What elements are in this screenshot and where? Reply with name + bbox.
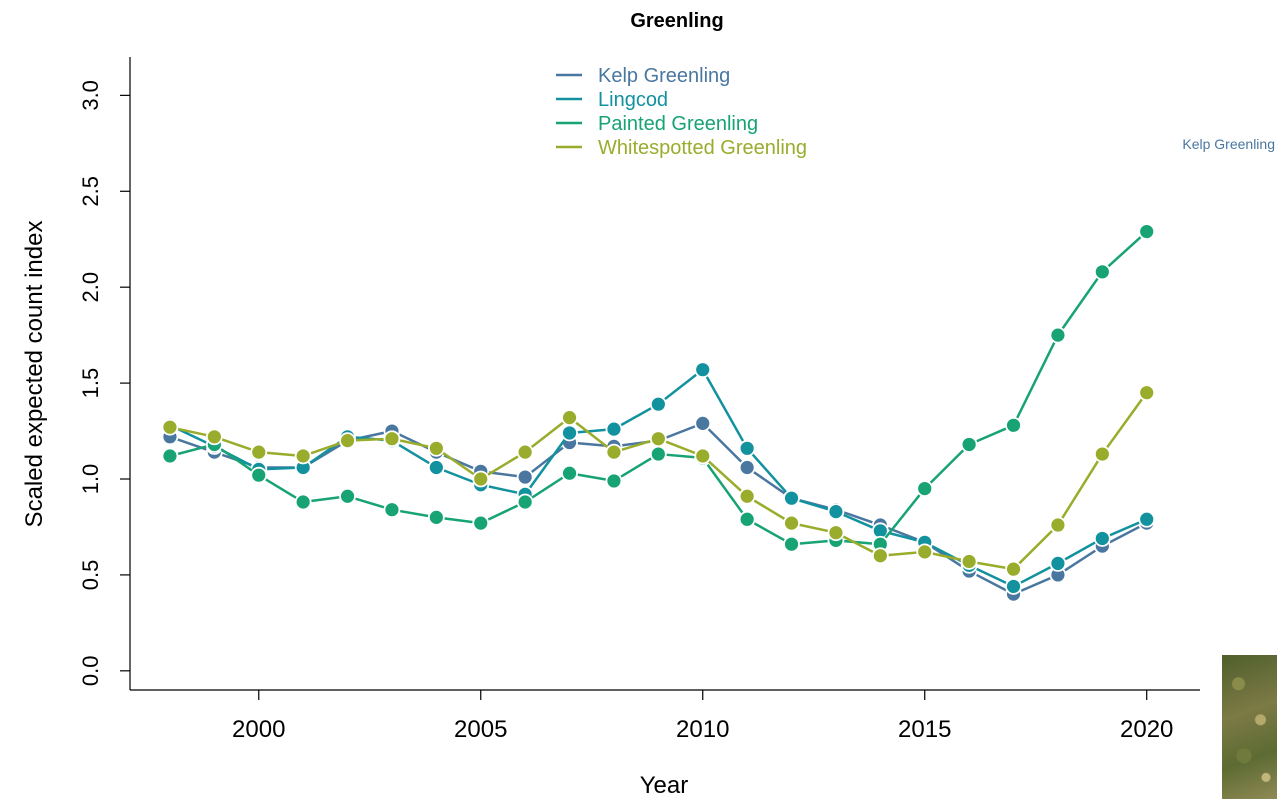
series-whitespotted-greenling-point <box>783 514 800 532</box>
series-lingcod-point <box>827 503 845 521</box>
series-whitespotted-greenling-point <box>605 443 623 461</box>
series-whitespotted-greenling-point <box>161 418 179 436</box>
series-kelp-greenling-point <box>738 459 756 476</box>
series-lingcod-point <box>738 439 756 457</box>
series-whitespotted-greenling-point <box>472 470 490 488</box>
chart-title: Greenling <box>630 10 723 32</box>
legend-lingcod-label: Lingcod <box>598 89 668 111</box>
series-whitespotted-greenling-point <box>960 553 978 570</box>
y-tick-label: 2.5 <box>78 176 103 207</box>
series-painted-greenling-point <box>1093 263 1111 281</box>
series-whitespotted-greenling-point <box>294 447 312 465</box>
x-tick-label: 2020 <box>1120 716 1173 743</box>
series-kelp-greenling-point <box>694 414 712 432</box>
series-painted-greenling-point <box>561 464 578 482</box>
series-lingcod-point <box>1093 530 1111 547</box>
series-lingcod-point <box>1049 555 1067 572</box>
series-whitespotted-greenling-point <box>1138 384 1156 402</box>
series-whitespotted-greenling-point <box>1049 516 1067 534</box>
series-painted-greenling-point <box>960 436 978 453</box>
series-painted-greenling-point <box>605 472 623 490</box>
series-whitespotted-greenling-point <box>561 409 578 427</box>
x-tick-label: 2010 <box>676 716 729 743</box>
series-lingcod-point <box>694 361 712 379</box>
series-whitespotted-greenling-point <box>205 428 223 446</box>
series-group <box>161 223 1156 603</box>
series-whitespotted-greenling-point <box>827 524 845 542</box>
series-whitespotted-greenling-point <box>738 487 756 505</box>
series-whitespotted-greenling-point <box>427 439 445 457</box>
series-whitespotted-greenling-point <box>916 543 934 561</box>
series-lingcod-point <box>649 395 667 413</box>
x-tick-label: 2000 <box>232 716 285 743</box>
series-painted-greenling-point <box>427 508 445 526</box>
series-whitespotted-greenling-point <box>649 430 667 448</box>
series-lingcod-point <box>783 489 800 507</box>
x-tick-label: 2015 <box>898 716 951 743</box>
series-kelp-greenling-point <box>516 468 534 486</box>
series-painted-greenling-line <box>169 230 1148 546</box>
legend-kelp-greenling-label: Kelp Greenling <box>598 65 730 87</box>
series-whitespotted-greenling-point <box>871 547 889 565</box>
series-painted-greenling-point <box>516 493 534 511</box>
x-axis-label: Year <box>640 772 689 799</box>
y-tick-label: 1.5 <box>78 368 103 399</box>
series-painted-greenling-point <box>1005 416 1022 434</box>
series-painted-greenling-point <box>161 447 179 465</box>
series-painted-greenling-point <box>783 535 800 553</box>
series-whitespotted-greenling-point <box>339 432 356 450</box>
series-painted-greenling-point <box>294 493 312 511</box>
y-axis-label: Scaled expected count index <box>21 221 48 528</box>
series-painted-greenling-point <box>738 510 756 528</box>
series-lingcod-point <box>561 424 578 442</box>
series-painted-greenling-point <box>383 501 401 519</box>
legend-whitespotted-greenling-label: Whitespotted Greenling <box>598 137 807 159</box>
y-tick-label: 0.5 <box>78 560 103 591</box>
series-painted-greenling-point <box>1138 223 1156 240</box>
series-painted-greenling-point <box>1049 326 1067 344</box>
legend-painted-greenling-label: Painted Greenling <box>598 113 758 135</box>
y-tick-label: 1.0 <box>78 464 103 495</box>
series-whitespotted-greenling-point <box>1005 560 1022 578</box>
series-painted-greenling-point <box>916 480 934 497</box>
y-tick-label: 3.0 <box>78 80 103 111</box>
y-axis-ticks: 0.0 0.5 1.0 1.5 2.0 2.5 3.0 <box>78 80 130 686</box>
series-lingcod-point <box>427 459 445 476</box>
series-painted-greenling-point <box>472 514 490 532</box>
x-tick-label: 2005 <box>454 716 507 743</box>
series-painted-greenling-point <box>250 466 268 484</box>
series-annotation: Kelp Greenling <box>1182 136 1275 152</box>
y-tick-label: 0.0 <box>78 656 103 687</box>
series-lingcod-point <box>1138 510 1156 528</box>
x-axis-ticks: 2000 2005 2010 2015 2020 <box>232 690 1173 743</box>
series-lingcod-point <box>1005 578 1022 595</box>
y-tick-label: 2.0 <box>78 272 103 303</box>
series-whitespotted-greenling-point <box>1093 445 1111 463</box>
series-whitespotted-greenling-point <box>694 447 712 465</box>
series-painted-greenling-point <box>649 445 667 463</box>
series-whitespotted-greenling-point <box>250 443 268 461</box>
series-lingcod-point <box>605 420 623 438</box>
series-whitespotted-greenling-point <box>383 430 401 448</box>
series-whitespotted-greenling-line <box>169 391 1148 571</box>
series-whitespotted-greenling-point <box>516 443 534 461</box>
fish-photo <box>1222 655 1277 799</box>
series-painted-greenling-point <box>339 487 356 505</box>
